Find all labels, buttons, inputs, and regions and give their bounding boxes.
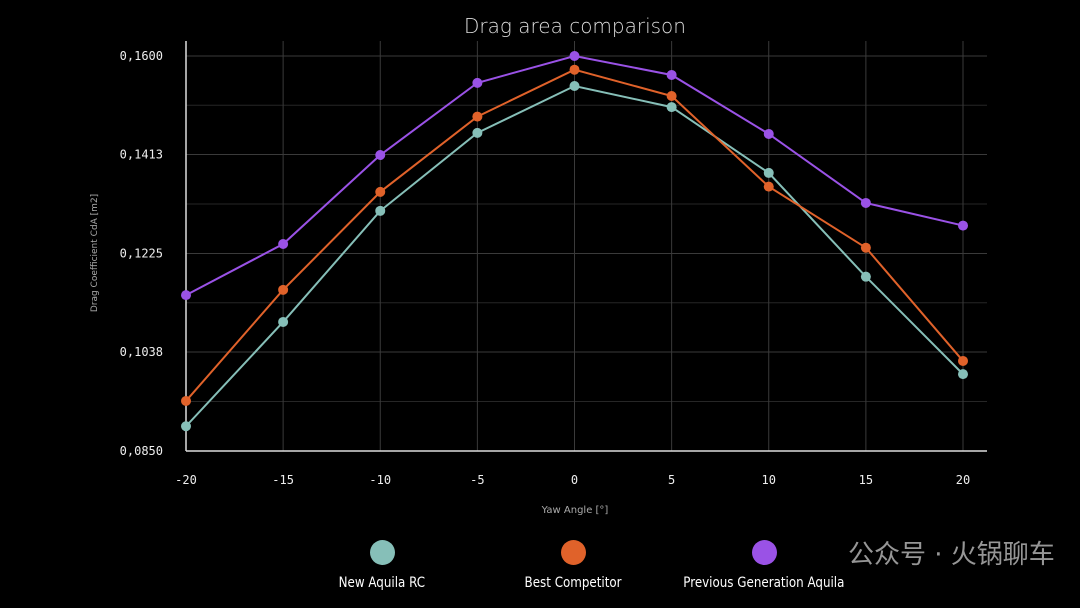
watermark: 公众号 · 火锅聊车: [848, 540, 1055, 570]
x-tick-label: -20: [175, 473, 197, 487]
data-point-2-7: [860, 197, 871, 208]
data-point-1-0: [181, 395, 191, 406]
y-tick-label: 0,1225: [120, 247, 163, 261]
x-axis-label: Yaw Angle [°]: [541, 505, 609, 516]
x-tick-label: 5: [668, 473, 675, 487]
data-point-1-8: [958, 355, 968, 366]
data-point-2-5: [666, 69, 677, 80]
data-point-0-6: [763, 167, 774, 178]
data-point-0-4: [569, 81, 580, 92]
x-tick-label: 10: [762, 473, 776, 487]
legend-label: New Aquila RC: [338, 575, 426, 591]
legend-item-best-competitor: Best Competitor: [473, 540, 673, 591]
data-point-1-4: [569, 64, 580, 75]
y-tick-label: 0,0850: [120, 444, 163, 458]
data-point-0-2: [375, 205, 386, 216]
data-point-0-8: [958, 369, 968, 380]
data-point-2-3: [472, 77, 483, 88]
x-tick-label: 20: [956, 473, 970, 487]
data-point-1-6: [763, 181, 774, 192]
x-tick-label: 15: [859, 473, 873, 487]
data-point-2-2: [375, 150, 386, 161]
y-tick-label: 0,1413: [120, 147, 163, 161]
data-point-1-5: [666, 91, 677, 102]
data-point-0-1: [278, 316, 289, 327]
data-point-1-7: [860, 242, 871, 253]
legend-swatch: [369, 540, 395, 565]
data-point-2-0: [181, 290, 191, 301]
data-point-0-7: [860, 271, 871, 282]
x-tick-label: -15: [272, 473, 294, 487]
legend-item-previous-generation-aquila: Previous Generation Aquila: [664, 540, 864, 591]
data-point-2-8: [958, 220, 968, 231]
y-tick-label: 0,1038: [120, 345, 163, 359]
data-point-0-0: [181, 421, 191, 432]
data-point-0-5: [666, 102, 677, 113]
data-point-2-1: [278, 239, 289, 250]
legend-swatch: [751, 540, 777, 565]
y-tick-label: 0,1600: [120, 49, 163, 63]
chart-title: Drag area comparison: [464, 14, 686, 38]
legend-item-new-aquila-rc: New Aquila RC: [282, 540, 482, 591]
data-point-0-3: [472, 127, 483, 138]
legend-swatch: [560, 540, 586, 565]
data-point-1-2: [375, 186, 386, 197]
y-axis-label: Drag Coefficient CdA [m2]: [90, 194, 100, 312]
data-point-2-6: [763, 128, 774, 139]
data-point-2-4: [569, 51, 580, 61]
x-tick-label: -5: [470, 473, 484, 487]
x-tick-label: 0: [571, 473, 578, 487]
x-tick-label: -10: [369, 473, 391, 487]
legend-label: Best Competitor: [524, 575, 622, 591]
data-point-1-1: [278, 284, 289, 295]
legend-label: Previous Generation Aquila: [683, 575, 845, 591]
data-point-1-3: [472, 111, 483, 122]
